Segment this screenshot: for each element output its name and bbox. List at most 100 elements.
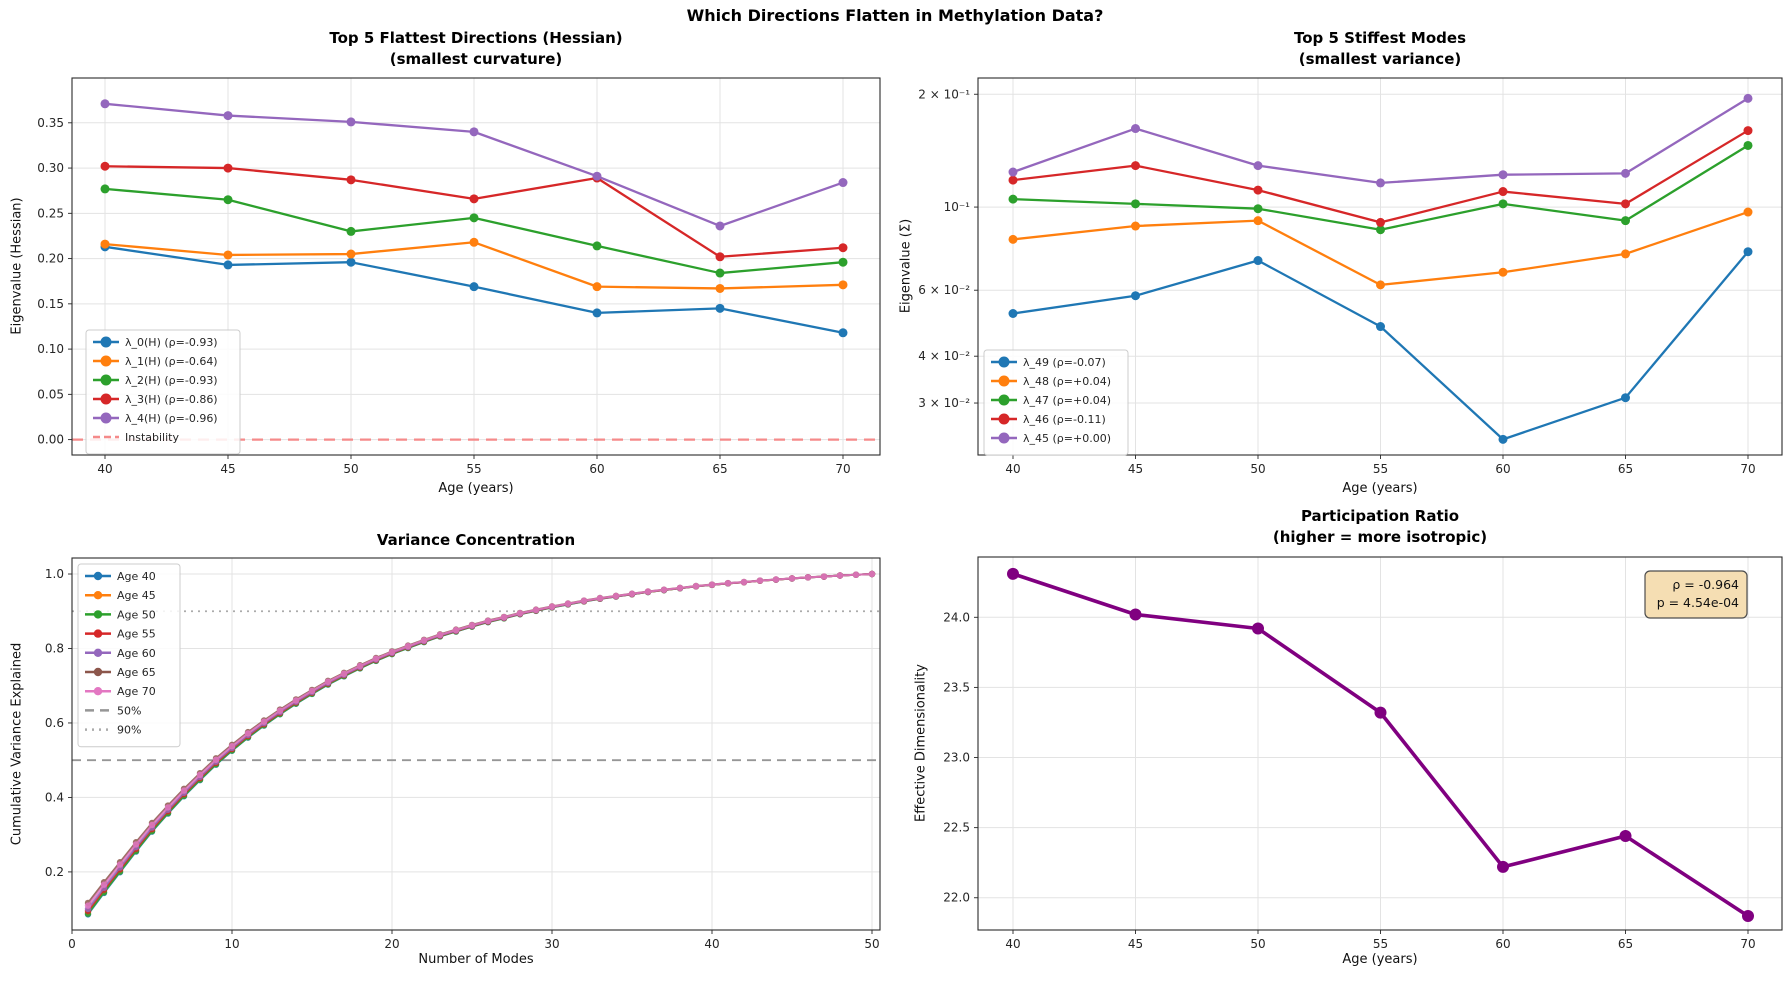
- stiffest-series-λ_49 (ρ=-0.07): [1008, 247, 1753, 444]
- stiffest-data-point: [1498, 434, 1508, 444]
- variance-data-point: [372, 655, 380, 662]
- svg-text:24.0: 24.0: [943, 610, 970, 624]
- stiffest-xlabel: Age (years): [1342, 481, 1418, 496]
- stiffest-tick-labels: 40 45 50 55 60 65 70 2 × 10⁻¹ 10⁻¹ 6 × 10⁻² 4 × 10…: [918, 87, 1755, 476]
- flattest-plot: 40 45 50 55 60 65 70 0.00 0.05 0.10 0.15 0.20 0.25 0.…: [37, 77, 881, 476]
- svg-text:λ_1(H) (ρ=-0.64): λ_1(H) (ρ=-0.64): [125, 355, 218, 368]
- svg-text:45: 45: [1128, 937, 1143, 951]
- stiffest-data-point: [1498, 170, 1508, 180]
- svg-text:90%: 90%: [117, 724, 141, 737]
- stiffest-data-point: [1498, 187, 1508, 197]
- stiffest-data-point: [1376, 217, 1385, 227]
- stiffest-data-point: [1743, 207, 1753, 217]
- svg-text:0.05: 0.05: [37, 387, 64, 401]
- flattest-data-point: [223, 163, 233, 173]
- svg-text:λ_4(H) (ρ=-0.96): λ_4(H) (ρ=-0.96): [125, 412, 218, 425]
- flattest-series-λ_4(H) (ρ=-0.96): [100, 99, 848, 231]
- variance-data-point: [532, 606, 540, 614]
- stiffest-data-point: [1621, 168, 1630, 178]
- svg-text:1.0: 1.0: [45, 567, 64, 581]
- flattest-data-point: [346, 249, 356, 259]
- flattest-data-point: [223, 195, 233, 205]
- variance-title: Variance Concentration: [376, 531, 576, 549]
- svg-text:Age 45: Age 45: [117, 589, 156, 602]
- stiffest-data-point: [1621, 216, 1630, 226]
- stiffest-data-point: [1008, 309, 1018, 319]
- participation-data-point: [1252, 622, 1264, 635]
- svg-text:0.8: 0.8: [45, 641, 64, 655]
- variance-data-point: [292, 697, 300, 704]
- variance-data-point: [452, 626, 460, 634]
- variance-data-point: [772, 576, 780, 583]
- participation-axes-frame: [977, 556, 1783, 931]
- flattest-data-point: [469, 127, 479, 137]
- variance-series-Age 65: [84, 570, 876, 907]
- flattest-data-point: [469, 213, 479, 223]
- variance-tick-labels: 0 10 20 30 40 50 0.2 0.4 0.6 0.8 1.0: [45, 567, 880, 951]
- stiffest-data-point: [1621, 199, 1630, 209]
- svg-text:λ_2(H) (ρ=-0.93): λ_2(H) (ρ=-0.93): [125, 374, 218, 387]
- svg-text:23.0: 23.0: [943, 751, 970, 765]
- svg-text:λ_0(H) (ρ=-0.93): λ_0(H) (ρ=-0.93): [125, 336, 218, 349]
- flattest-data-point: [838, 328, 848, 338]
- flattest-legend: λ_0(H) (ρ=-0.93) λ_1(H) (ρ=-0.64) λ_2(H) (…: [85, 329, 241, 455]
- svg-text:60: 60: [1495, 462, 1510, 476]
- stiffest-data-point: [1253, 216, 1263, 226]
- variance-data-point: [356, 662, 364, 670]
- flattest-data-point: [715, 303, 725, 313]
- svg-text:0.25: 0.25: [37, 206, 64, 220]
- participation-tick-labels: 40 45 50 55 60 65 70 22.0 22.5 23.0 23.5 24.0: [943, 610, 1755, 951]
- svg-text:55: 55: [1373, 937, 1388, 951]
- variance-data-point: [868, 570, 876, 578]
- flattest-data-point: [100, 239, 110, 249]
- stiffest-legend: λ_49 (ρ=-0.07) λ_48 (ρ=+0.04) λ_47 (ρ=+0.0…: [983, 349, 1129, 456]
- stiffest-data-point: [1743, 247, 1753, 257]
- participation-title: Participation Ratio (higher = more isotr…: [1272, 507, 1488, 546]
- stiffest-axes-frame: [977, 77, 1783, 456]
- variance-data-point: [116, 861, 124, 868]
- stiffest-data-point: [1008, 194, 1018, 204]
- flattest-data-point: [592, 241, 602, 251]
- stiffest-data-point: [1621, 249, 1630, 259]
- variance-data-point: [820, 573, 828, 580]
- svg-text:0.00: 0.00: [37, 433, 64, 447]
- stiffest-data-point: [1131, 291, 1140, 301]
- variance-data-point: [516, 610, 524, 617]
- flattest-data-point: [346, 257, 356, 267]
- variance-axes-frame: [71, 557, 881, 931]
- flattest-data-point: [346, 117, 356, 127]
- svg-text:0.6: 0.6: [45, 716, 64, 730]
- participation-data-point: [1007, 567, 1019, 580]
- flattest-data-point: [592, 308, 602, 318]
- flattest-data-point: [100, 184, 110, 194]
- variance-data-point: [324, 678, 332, 685]
- svg-text:65: 65: [1618, 937, 1633, 951]
- svg-text:λ_46 (ρ=-0.11): λ_46 (ρ=-0.11): [1023, 413, 1106, 426]
- flattest-axes-frame: [71, 77, 881, 456]
- svg-text:λ_49 (ρ=-0.07): λ_49 (ρ=-0.07): [1023, 356, 1106, 369]
- variance-data-point: [308, 687, 316, 695]
- flattest-data-point: [100, 99, 110, 109]
- svg-text:λ_48 (ρ=+0.04): λ_48 (ρ=+0.04): [1023, 375, 1111, 388]
- flattest-xlabel: Age (years): [438, 481, 514, 496]
- svg-text:0.2: 0.2: [45, 865, 64, 879]
- stiffest-data-point: [1253, 161, 1263, 171]
- svg-text:4 × 10⁻²: 4 × 10⁻²: [918, 349, 970, 363]
- variance-data-point: [500, 614, 508, 621]
- variance-data-point: [804, 574, 812, 581]
- svg-text:λ_45 (ρ=+0.00): λ_45 (ρ=+0.00): [1023, 432, 1111, 445]
- participation-xlabel: Age (years): [1342, 952, 1418, 967]
- stiffest-series-λ_45 (ρ=+0.00): [1008, 93, 1753, 188]
- flattest-series-λ_1(H) (ρ=-0.64): [100, 237, 848, 293]
- svg-text:Age 50: Age 50: [117, 608, 156, 621]
- variance-data-point: [164, 804, 172, 811]
- variance-data-point: [580, 597, 588, 604]
- flattest-tick-labels: 40 45 50 55 60 65 70 0.00 0.05 0.10 0.15 0.20 0.25 0.…: [37, 116, 850, 476]
- variance-data-point: [100, 881, 108, 888]
- flattest-data-point: [715, 221, 725, 231]
- stiffest-data-point: [1131, 124, 1140, 134]
- flattest-data-point: [100, 161, 110, 171]
- svg-text:2 × 10⁻¹: 2 × 10⁻¹: [918, 87, 970, 101]
